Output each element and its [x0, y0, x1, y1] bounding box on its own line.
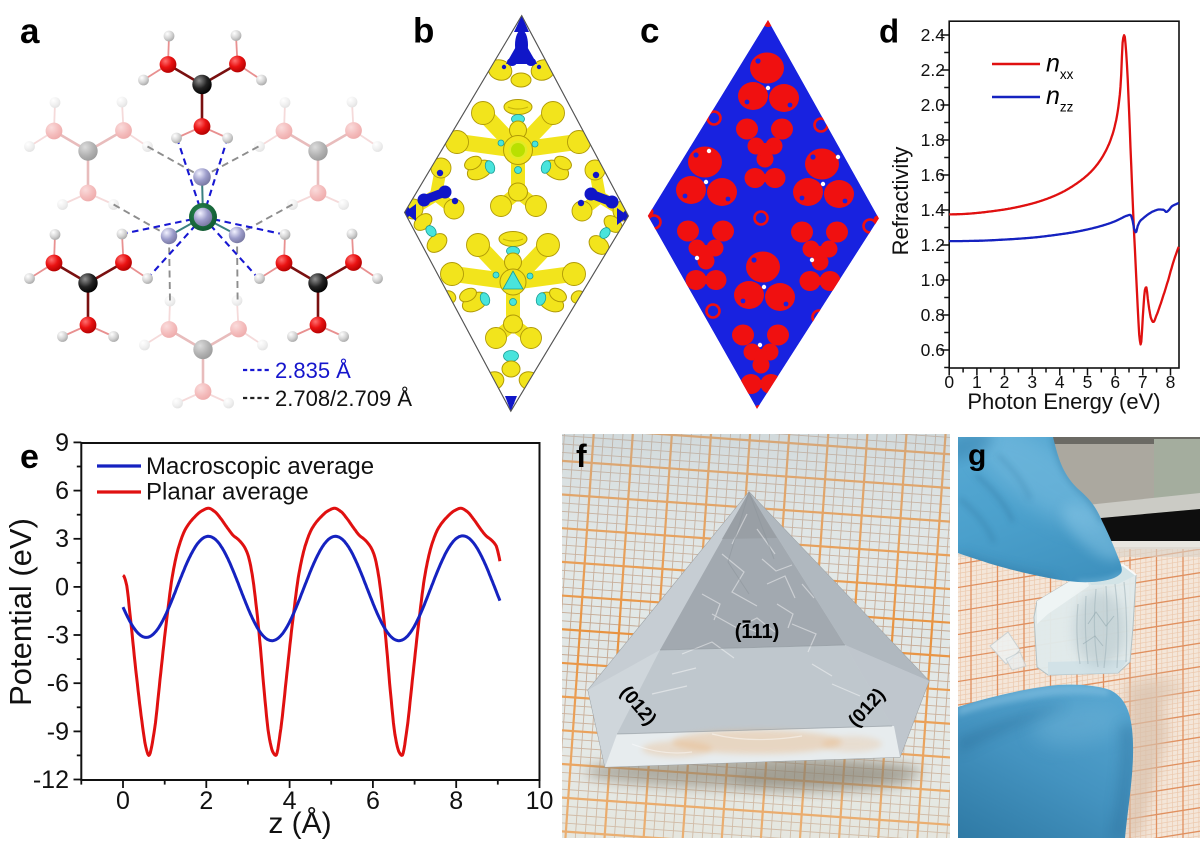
- svg-text:d: d: [879, 13, 899, 50]
- svg-text:0: 0: [55, 573, 69, 601]
- svg-text:10: 10: [526, 787, 554, 815]
- svg-text:Refractivity: Refractivity: [888, 147, 913, 256]
- svg-text:1.2: 1.2: [921, 235, 945, 255]
- svg-text:1.8: 1.8: [921, 130, 945, 150]
- svg-text:4: 4: [283, 787, 297, 815]
- svg-text:1.6: 1.6: [921, 165, 945, 185]
- svg-text:0.6: 0.6: [921, 340, 945, 360]
- svg-text:7: 7: [1138, 372, 1148, 392]
- svg-text:c: c: [640, 11, 659, 50]
- svg-text:2.2: 2.2: [921, 60, 945, 80]
- svg-text:a: a: [20, 12, 40, 51]
- svg-text:0: 0: [944, 372, 954, 392]
- svg-text:6: 6: [1110, 372, 1120, 392]
- svg-text:2.835 Å: 2.835 Å: [275, 358, 351, 383]
- svg-text:g: g: [968, 439, 986, 472]
- svg-text:(111): (111): [735, 621, 779, 643]
- svg-text:-9: -9: [47, 718, 69, 746]
- svg-text:8: 8: [449, 787, 463, 815]
- svg-text:1.4: 1.4: [921, 200, 946, 220]
- svg-text:8: 8: [1166, 372, 1176, 392]
- svg-text:Potential (eV): Potential (eV): [3, 518, 38, 706]
- svg-text:2.708/2.709 Å: 2.708/2.709 Å: [275, 386, 412, 411]
- svg-text:Macroscopic average: Macroscopic average: [146, 453, 374, 480]
- svg-text:f: f: [576, 438, 587, 474]
- svg-text:6: 6: [55, 477, 69, 505]
- svg-text:2.0: 2.0: [921, 95, 946, 115]
- svg-text:b: b: [413, 11, 434, 50]
- svg-text:2: 2: [199, 787, 213, 815]
- svg-text:e: e: [20, 438, 39, 476]
- svg-text:5: 5: [1083, 372, 1093, 392]
- svg-text:-6: -6: [47, 670, 69, 698]
- svg-text:z (Å): z (Å): [268, 807, 331, 840]
- svg-text:0: 0: [116, 787, 130, 815]
- svg-text:3: 3: [1027, 372, 1037, 392]
- svg-text:1: 1: [972, 372, 982, 392]
- svg-text:Planar average: Planar average: [146, 479, 309, 506]
- svg-text:0.8: 0.8: [921, 305, 945, 325]
- svg-text:nxx: nxx: [1046, 50, 1074, 83]
- svg-text:3: 3: [55, 525, 69, 553]
- svg-text:1.0: 1.0: [921, 270, 946, 290]
- svg-text:-3: -3: [47, 622, 69, 650]
- svg-text:6: 6: [366, 787, 380, 815]
- svg-text:Photon Energy (eV): Photon Energy (eV): [967, 389, 1160, 414]
- svg-text:nzz: nzz: [1046, 82, 1074, 115]
- svg-text:2: 2: [1000, 372, 1010, 392]
- svg-text:2.4: 2.4: [921, 25, 946, 45]
- svg-text:9: 9: [55, 429, 69, 457]
- svg-text:4: 4: [1055, 372, 1065, 392]
- svg-text:-12: -12: [33, 766, 69, 794]
